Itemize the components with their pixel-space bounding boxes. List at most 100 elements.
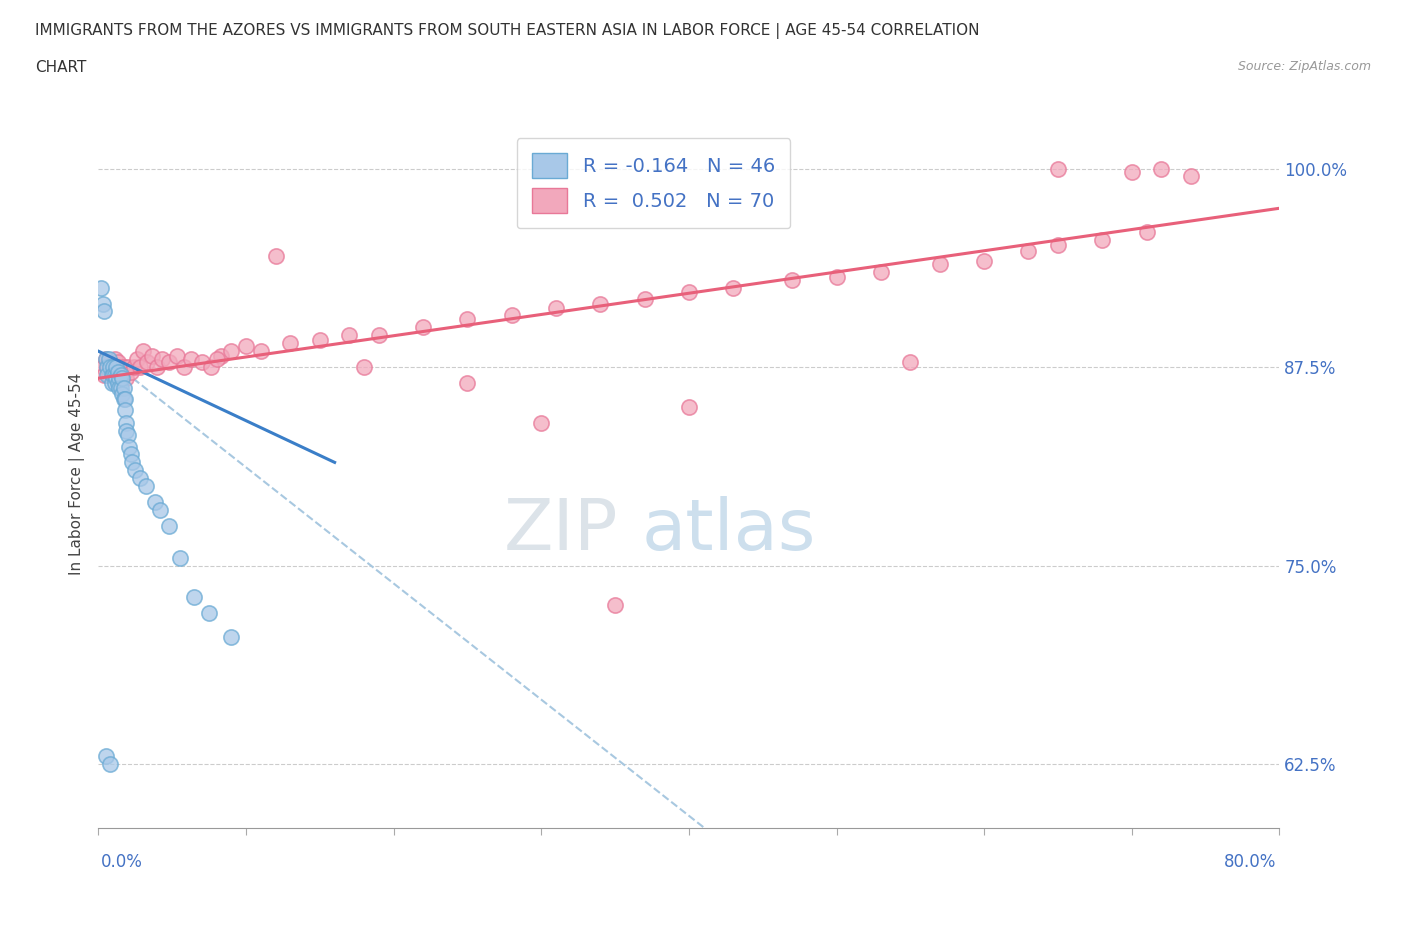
Point bbox=[111, 371, 134, 386]
Point bbox=[115, 371, 138, 386]
Point bbox=[117, 360, 139, 375]
Point bbox=[143, 495, 166, 510]
Point bbox=[135, 479, 157, 494]
Y-axis label: In Labor Force | Age 45-54: In Labor Force | Age 45-54 bbox=[69, 373, 84, 576]
Point bbox=[200, 360, 222, 375]
Point bbox=[108, 360, 131, 375]
Point bbox=[128, 471, 150, 485]
Point bbox=[91, 296, 114, 311]
Point bbox=[90, 280, 112, 295]
Point bbox=[110, 380, 132, 395]
Point bbox=[107, 376, 129, 391]
Point bbox=[103, 360, 125, 375]
Point bbox=[250, 344, 273, 359]
Point bbox=[103, 367, 125, 382]
Point bbox=[98, 355, 121, 370]
Point bbox=[157, 519, 180, 534]
Point bbox=[634, 291, 657, 306]
Text: 0.0%: 0.0% bbox=[101, 853, 143, 870]
Point bbox=[107, 365, 129, 379]
Point bbox=[221, 344, 243, 359]
Point bbox=[929, 257, 952, 272]
Point bbox=[108, 371, 131, 386]
Point bbox=[1150, 161, 1173, 176]
Point bbox=[1046, 161, 1070, 176]
Point bbox=[723, 280, 745, 295]
Point bbox=[678, 399, 700, 414]
Point bbox=[205, 352, 228, 366]
Text: Source: ZipAtlas.com: Source: ZipAtlas.com bbox=[1237, 60, 1371, 73]
Point bbox=[825, 269, 848, 284]
Point bbox=[94, 352, 117, 366]
Point bbox=[104, 367, 127, 382]
Point bbox=[100, 365, 122, 379]
Point bbox=[782, 272, 804, 287]
Point bbox=[96, 360, 118, 375]
Point bbox=[900, 355, 922, 370]
Point bbox=[107, 355, 129, 370]
Point bbox=[118, 439, 141, 454]
Point bbox=[457, 312, 479, 326]
Point bbox=[103, 360, 125, 375]
Point bbox=[1136, 225, 1159, 240]
Point bbox=[104, 352, 127, 366]
Point bbox=[221, 630, 243, 644]
Point bbox=[353, 360, 375, 375]
Point bbox=[115, 423, 138, 438]
Point bbox=[93, 304, 115, 319]
Point bbox=[1046, 237, 1070, 252]
Point bbox=[870, 264, 893, 279]
Text: CHART: CHART bbox=[35, 60, 87, 75]
Point bbox=[209, 349, 232, 364]
Point bbox=[235, 339, 257, 354]
Point bbox=[128, 360, 150, 375]
Point bbox=[115, 415, 138, 430]
Point bbox=[678, 285, 700, 299]
Point bbox=[111, 371, 134, 386]
Point bbox=[93, 367, 115, 382]
Point bbox=[122, 360, 145, 375]
Point bbox=[605, 598, 627, 613]
Point bbox=[112, 392, 135, 406]
Point bbox=[149, 502, 172, 517]
Point bbox=[98, 757, 121, 772]
Text: IMMIGRANTS FROM THE AZORES VS IMMIGRANTS FROM SOUTH EASTERN ASIA IN LABOR FORCE : IMMIGRANTS FROM THE AZORES VS IMMIGRANTS… bbox=[35, 23, 980, 39]
Point bbox=[166, 349, 188, 364]
Point bbox=[198, 605, 221, 620]
Point bbox=[105, 360, 128, 375]
Point bbox=[368, 328, 391, 343]
Point bbox=[146, 360, 169, 375]
Point bbox=[141, 349, 163, 364]
Point bbox=[1091, 232, 1114, 247]
Point bbox=[97, 367, 120, 382]
Point bbox=[112, 360, 135, 375]
Point bbox=[105, 365, 128, 379]
Point bbox=[973, 253, 995, 268]
Point bbox=[280, 336, 302, 351]
Point bbox=[157, 355, 180, 370]
Point bbox=[112, 380, 135, 395]
Point bbox=[96, 360, 118, 375]
Point bbox=[530, 415, 553, 430]
Point bbox=[97, 352, 120, 366]
Point bbox=[169, 551, 191, 565]
Point bbox=[173, 360, 195, 375]
Point bbox=[1018, 244, 1040, 259]
Point bbox=[501, 307, 523, 322]
Point bbox=[309, 333, 332, 348]
Point bbox=[136, 355, 159, 370]
Point bbox=[100, 376, 122, 391]
Point bbox=[1121, 165, 1143, 179]
Point bbox=[114, 403, 136, 418]
Point bbox=[180, 352, 202, 366]
Point bbox=[120, 447, 142, 462]
Point bbox=[457, 376, 479, 391]
Point bbox=[108, 380, 131, 395]
Point bbox=[124, 463, 146, 478]
Point bbox=[117, 428, 139, 443]
Point bbox=[339, 328, 361, 343]
Point bbox=[98, 360, 121, 375]
Point bbox=[91, 360, 114, 375]
Point bbox=[589, 296, 612, 311]
Text: ZIP: ZIP bbox=[503, 497, 619, 565]
